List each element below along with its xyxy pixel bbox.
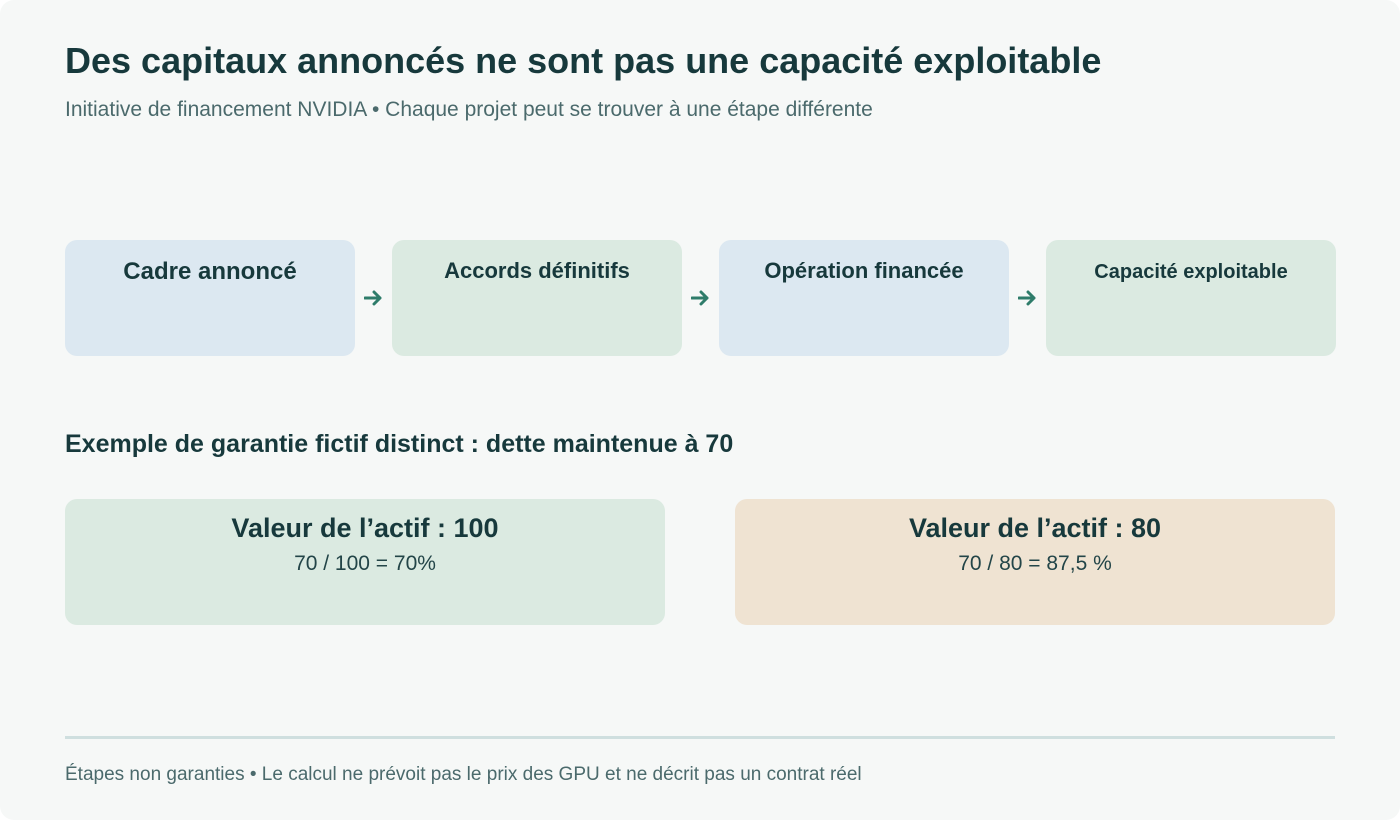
stage-label: Opération financée (764, 258, 964, 283)
page-subtitle: Initiative de financement NVIDIA • Chaqu… (65, 98, 873, 121)
example-case-100: Valeur de l’actif : 100 70 / 100 = 70% (65, 499, 665, 625)
arrow-right-icon (691, 290, 709, 306)
stage-label: Cadre annoncé (123, 258, 297, 285)
stage-operation-financee: Opération financée (719, 240, 1009, 356)
stage-capacite-exploitable: Capacité exploitable (1046, 240, 1336, 356)
example-case-title: Valeur de l’actif : 100 (231, 513, 499, 543)
arrow-right-icon (1018, 290, 1036, 306)
example-heading: Exemple de garantie fictif distinct : de… (65, 430, 734, 458)
example-case-80: Valeur de l’actif : 80 70 / 80 = 87,5 % (735, 499, 1335, 625)
example-case-calc: 70 / 100 = 70% (294, 552, 436, 575)
stage-label: Capacité exploitable (1094, 261, 1288, 283)
footnote: Étapes non garanties • Le calcul ne prév… (65, 764, 862, 785)
example-case-title: Valeur de l’actif : 80 (908, 513, 1162, 543)
stage-cadre-annonce: Cadre annoncé (65, 240, 355, 356)
footer-divider (65, 736, 1335, 739)
stage-accords-definitifs: Accords définitifs (392, 240, 682, 356)
example-case-calc: 70 / 80 = 87,5 % (958, 552, 1112, 575)
arrow-right-icon (364, 290, 382, 306)
page-title: Des capitaux annoncés ne sont pas une ca… (65, 40, 1102, 81)
stage-label: Accords définitifs (444, 258, 630, 283)
